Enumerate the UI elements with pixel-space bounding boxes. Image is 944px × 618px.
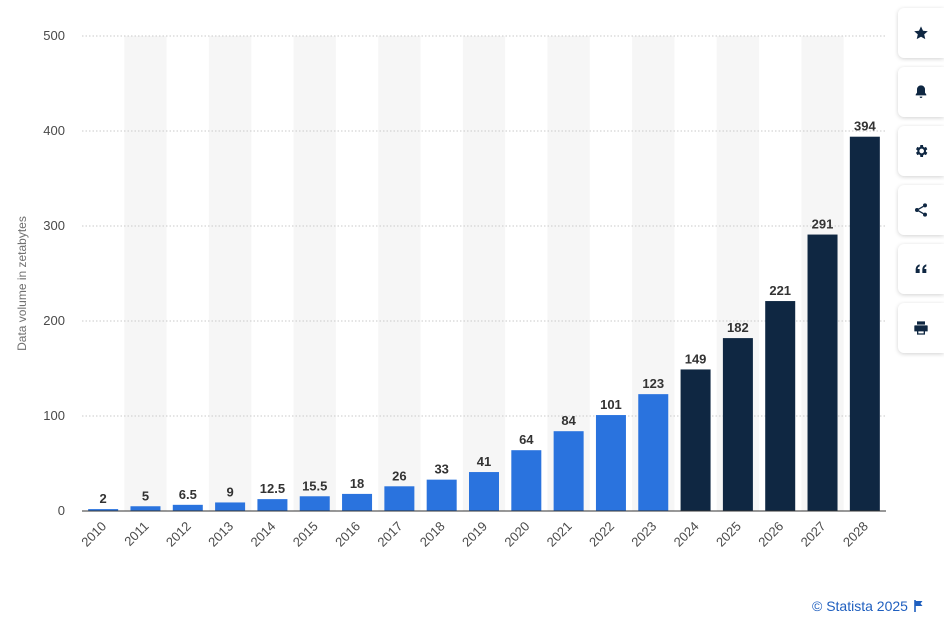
share-button[interactable] [898,185,944,235]
share-icon [915,203,927,217]
statista-credit-link[interactable]: © Statista 2025 [812,598,924,614]
x-tick-label: 2023 [628,519,659,550]
bar[interactable] [553,431,584,511]
x-tick-label: 2019 [459,519,490,550]
credit-text: © Statista 2025 [812,598,908,614]
bar[interactable] [511,450,542,511]
bar-value-label: 149 [685,351,707,366]
column-band [293,36,336,511]
bars [88,136,880,512]
bar-value-label: 18 [350,476,364,491]
gear-icon [916,145,928,157]
bar[interactable] [680,369,711,511]
x-tick-label: 2014 [247,519,278,550]
bar[interactable] [172,504,203,511]
bar[interactable] [849,136,880,511]
quote-icon [915,264,927,273]
bar[interactable] [426,479,457,511]
y-tick-label: 500 [43,28,65,43]
x-tick-label: 2021 [544,519,575,550]
bar[interactable] [638,394,669,511]
bar[interactable] [88,509,119,511]
bar[interactable] [595,415,626,511]
x-tick-label: 2015 [290,519,321,550]
bar[interactable] [384,486,415,511]
bar-value-label: 41 [477,454,491,469]
bar-value-label: 5 [142,488,149,503]
bar-value-label: 26 [392,468,406,483]
column-band [462,36,506,511]
x-tick-label: 2028 [840,519,871,550]
bar[interactable] [130,506,161,511]
bar[interactable] [299,496,330,511]
bar-value-label: 221 [769,283,791,298]
y-axis-label: Data volume in zetabytes [15,216,29,351]
settings-button[interactable] [898,126,944,176]
x-tick-label: 2018 [417,519,448,550]
bar[interactable] [765,301,796,511]
side-toolbar [898,8,944,362]
column-band [208,36,252,511]
bar-value-label: 291 [812,217,834,232]
notification-button[interactable] [898,67,944,117]
x-tick-label: 2024 [671,519,702,550]
bar-value-label: 64 [519,432,534,447]
bar-value-label: 6.5 [179,487,197,502]
bar-value-label: 15.5 [302,478,327,493]
bar[interactable] [722,338,753,511]
bar-value-label: 394 [854,119,876,134]
y-tick-label: 200 [43,313,65,328]
x-tick-label: 2017 [374,519,405,550]
flag-icon [914,600,923,612]
cite-button[interactable] [898,244,944,294]
bar-value-label: 33 [434,462,448,477]
x-tick-label: 2025 [713,519,744,550]
bar[interactable] [342,493,373,511]
favorite-button[interactable] [898,8,944,58]
bar[interactable] [807,234,838,512]
bar-value-label: 182 [727,320,749,335]
bar[interactable] [469,472,499,511]
x-tick-label: 2027 [798,519,829,550]
x-tick-label: 2011 [121,519,151,549]
x-tick-label: 2012 [163,519,194,550]
y-tick-label: 400 [43,123,65,138]
x-tick-label: 2026 [755,519,786,550]
bar-value-label: 9 [226,484,233,499]
x-tick-label: 2016 [332,519,363,550]
y-axis-ticks: 0 100 200 300 400 500 [43,28,65,518]
column-band [378,36,421,511]
bar[interactable] [215,502,246,511]
x-tick-label: 2020 [501,519,532,550]
bar-value-label: 84 [561,413,576,428]
bar-value-labels: 2 5 6.5 9 12.5 15.5 18 26 33 41 64 84 101 123 149 182 22… [100,119,877,506]
bar-value-label: 101 [600,397,622,412]
bar-value-label: 12.5 [260,481,285,496]
bar-value-label: 2 [100,491,107,506]
star-icon [914,26,928,40]
print-icon [914,321,928,335]
y-tick-label: 0 [58,503,65,518]
column-band [124,36,167,511]
x-tick-label: 2013 [205,519,236,550]
bar[interactable] [257,499,288,511]
y-tick-label: 100 [43,408,65,423]
print-button[interactable] [898,303,944,353]
x-tick-label: 2010 [78,519,109,550]
bar-value-label: 123 [642,376,664,391]
x-axis-ticks: 2010 2011 2012 2013 2014 2015 2016 2017 2018 2019… [78,519,871,550]
bell-icon [915,85,927,98]
y-tick-label: 300 [43,218,65,233]
x-tick-label: 2022 [586,519,617,550]
